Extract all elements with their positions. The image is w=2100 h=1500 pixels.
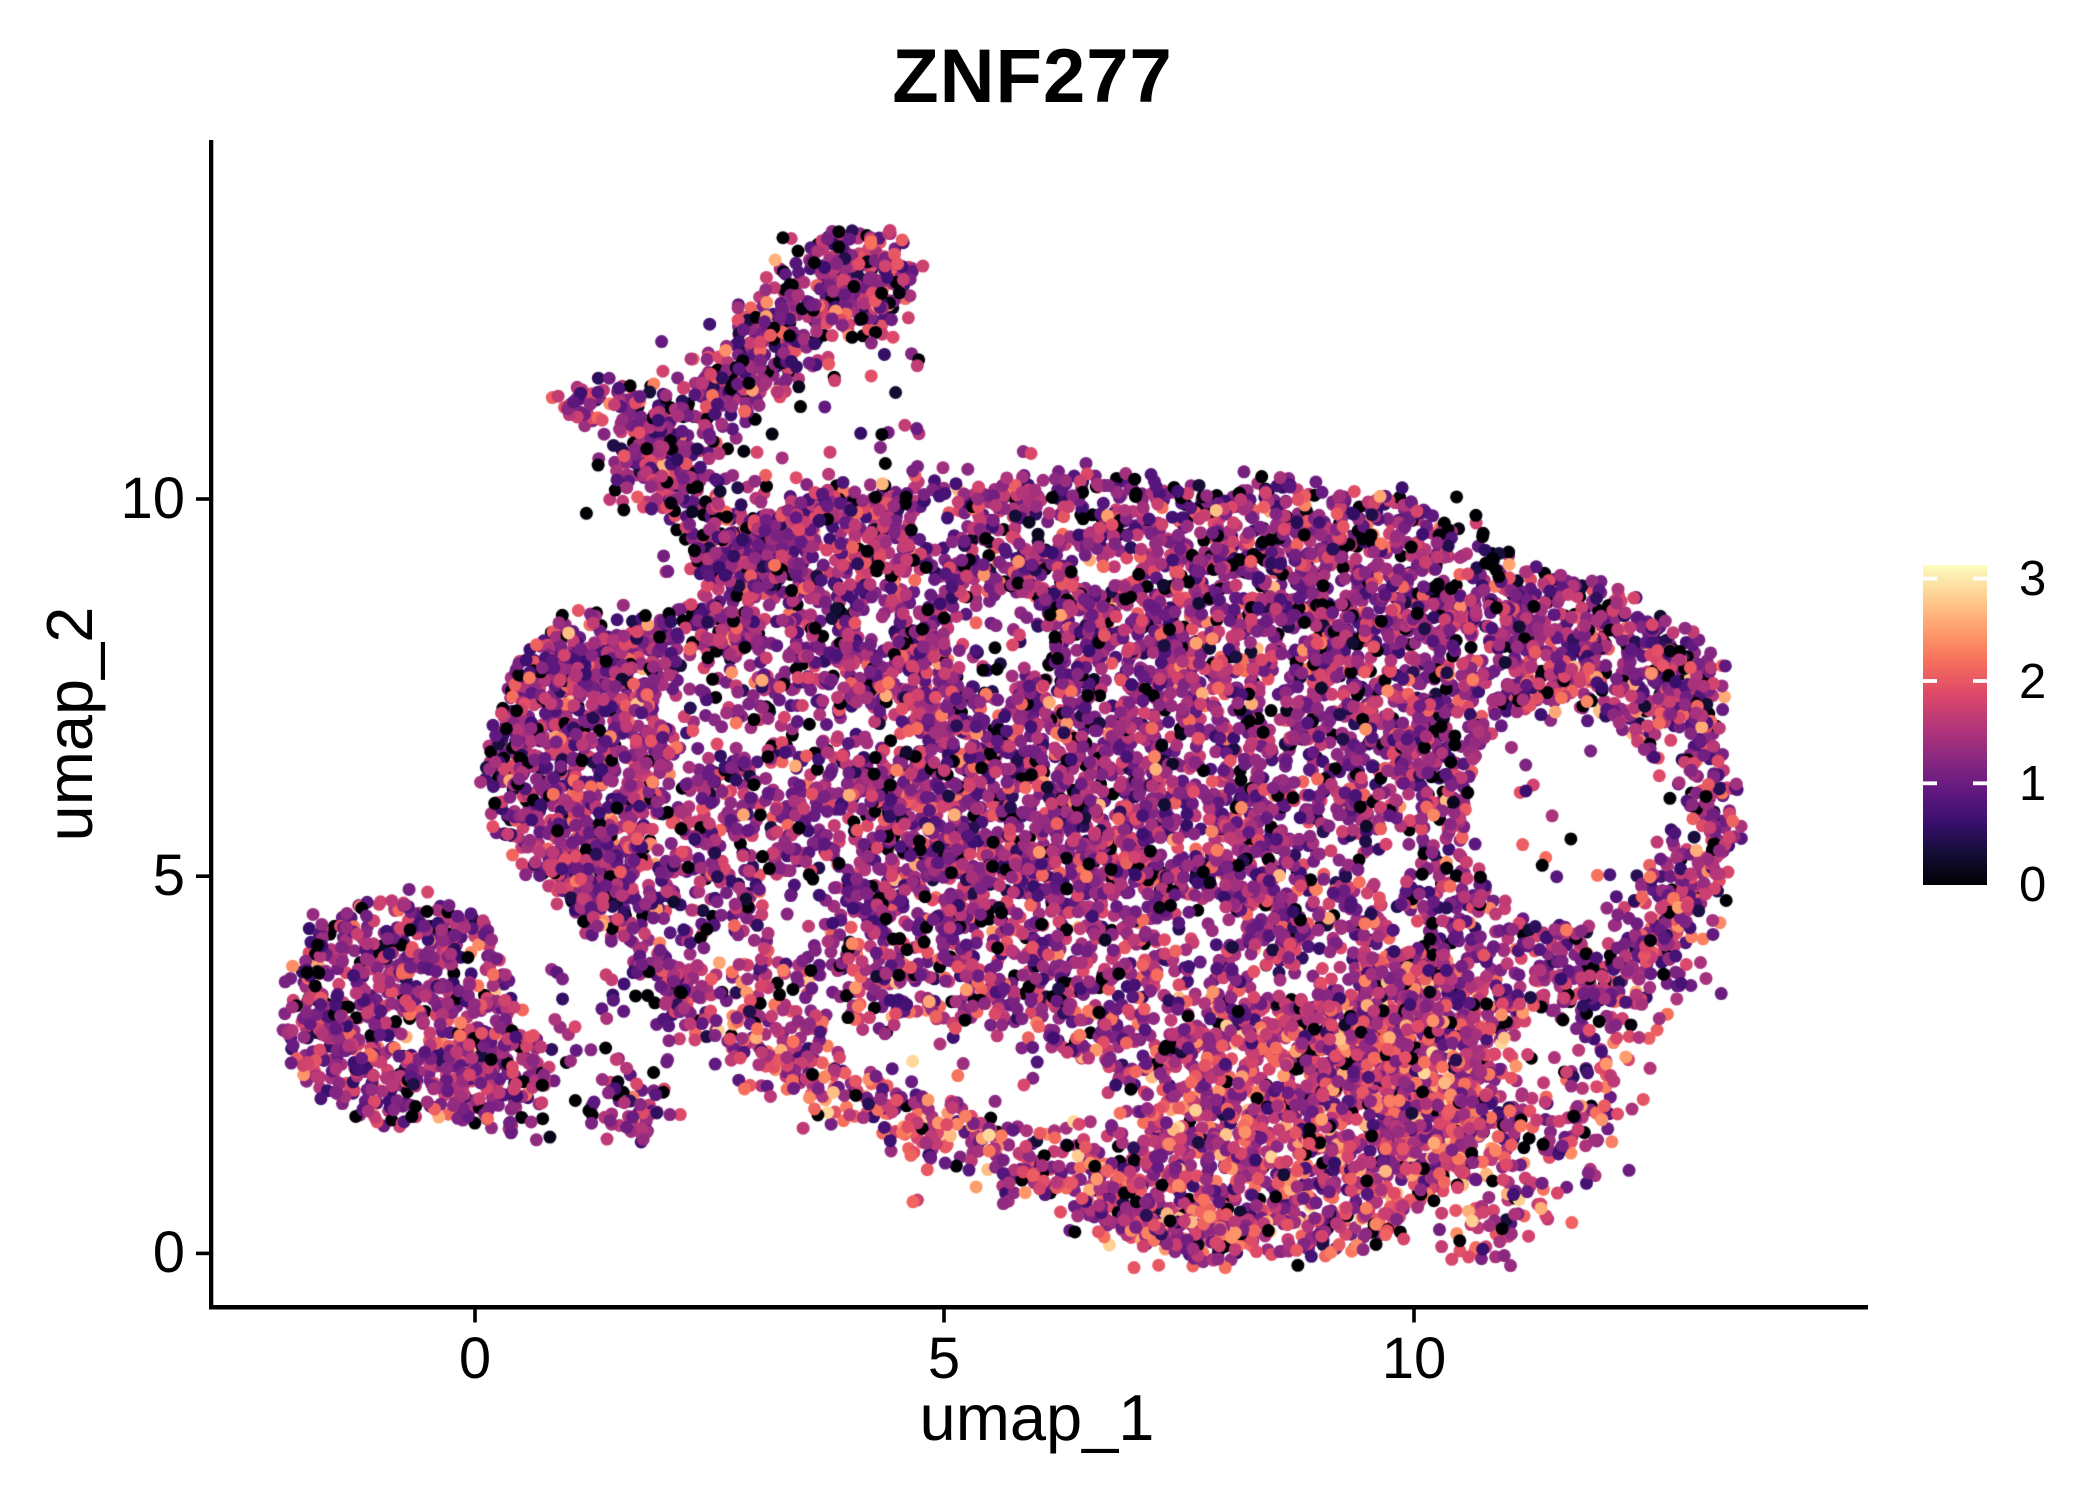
svg-text:10: 10 — [120, 466, 185, 531]
svg-text:2: 2 — [2019, 655, 2046, 709]
svg-text:0: 0 — [153, 1220, 185, 1285]
svg-text:1: 1 — [2019, 757, 2046, 811]
svg-text:3: 3 — [2019, 552, 2046, 606]
svg-text:10: 10 — [1382, 1326, 1447, 1391]
svg-text:5: 5 — [153, 843, 185, 908]
svg-text:0: 0 — [2019, 858, 2046, 912]
svg-text:umap_1: umap_1 — [920, 1381, 1155, 1454]
svg-text:0: 0 — [459, 1326, 491, 1391]
svg-text:5: 5 — [928, 1326, 960, 1391]
svg-text:umap_2: umap_2 — [33, 607, 106, 842]
